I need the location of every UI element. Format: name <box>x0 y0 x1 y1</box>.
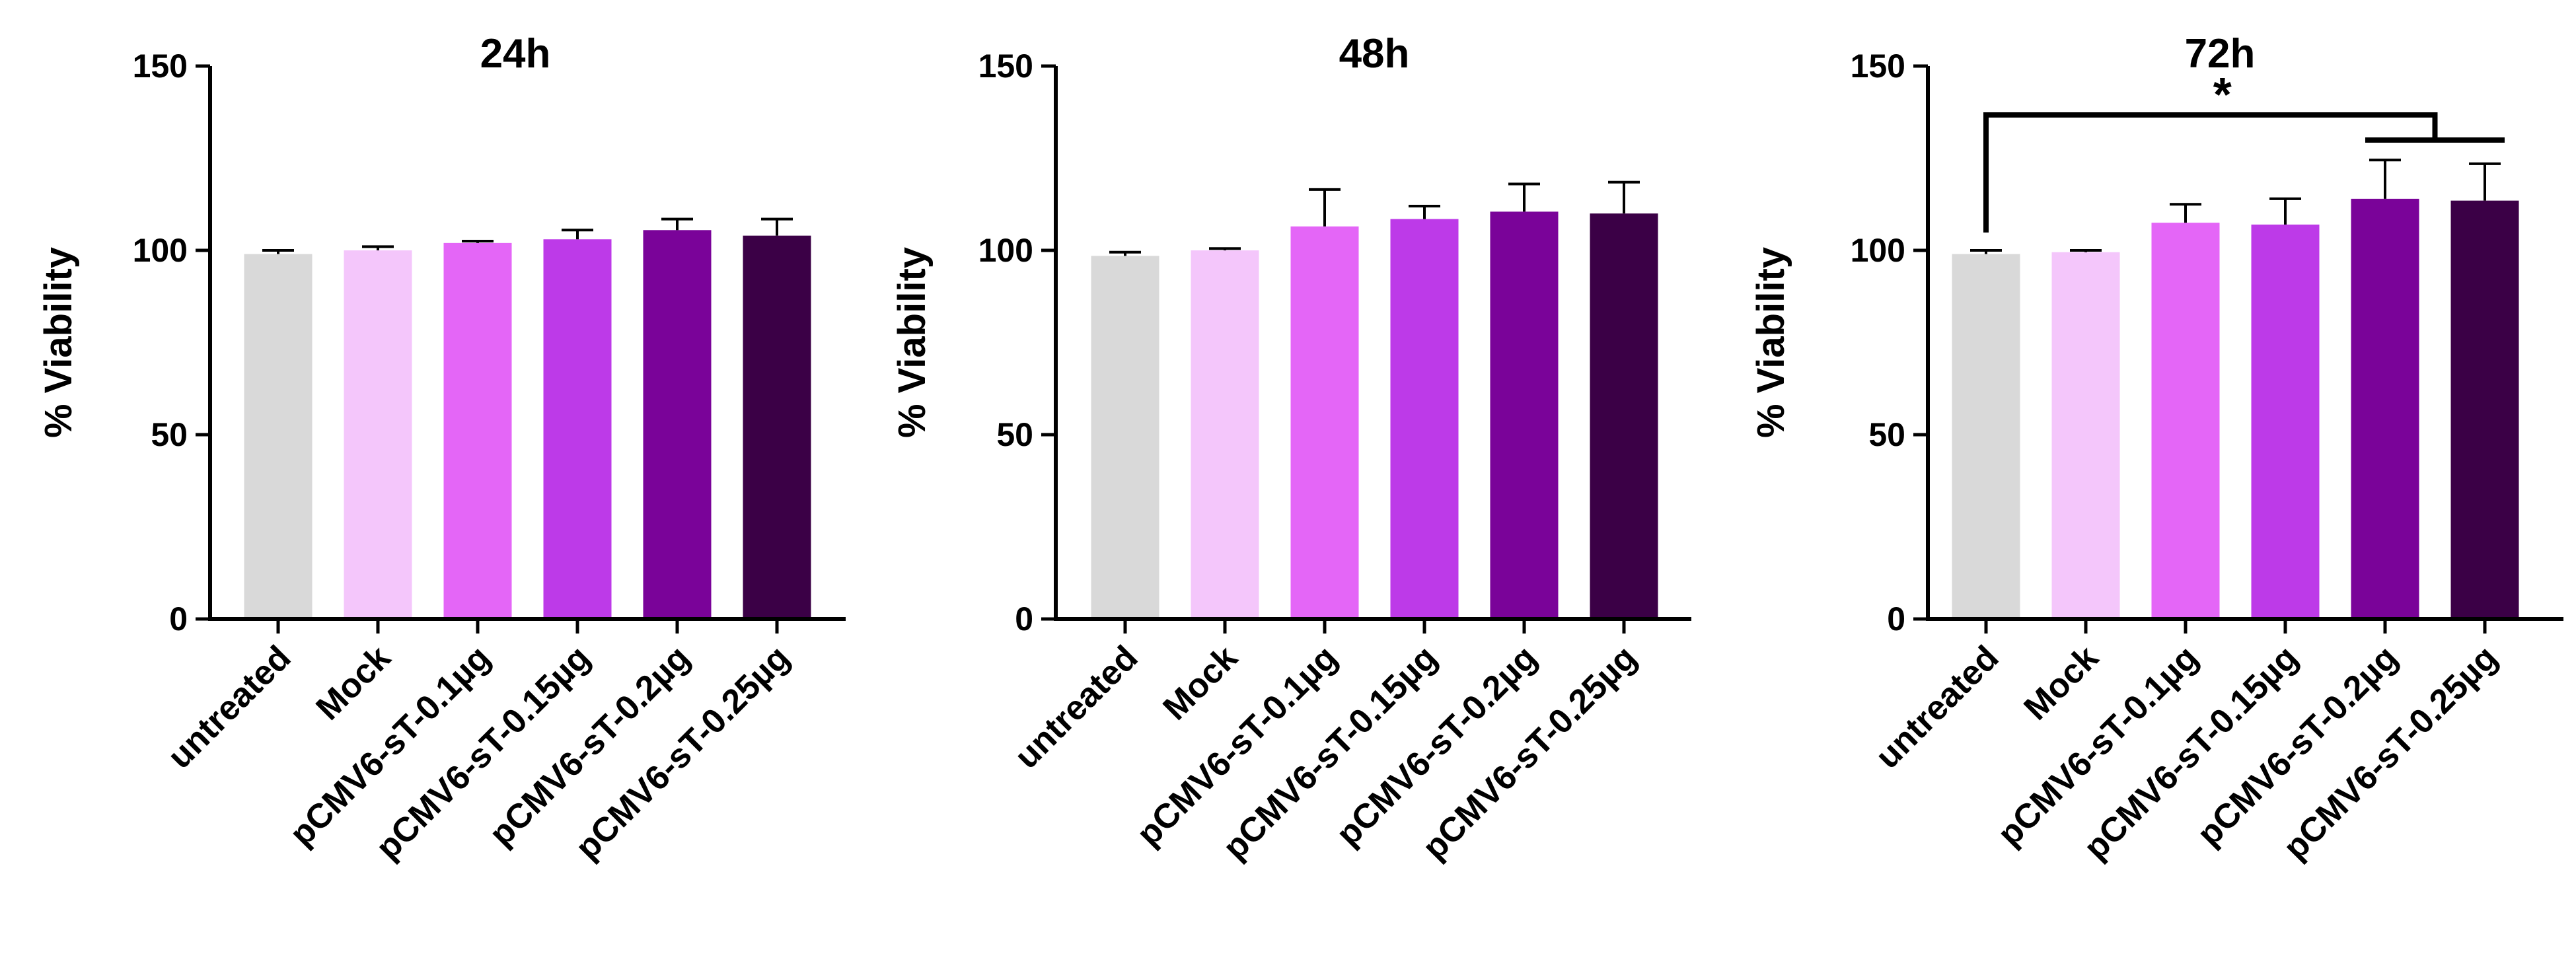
y-tick-label: 100 <box>133 232 188 269</box>
bar <box>2051 252 2120 619</box>
y-axis-label: % Viability <box>891 247 934 438</box>
y-axis-label: % Viability <box>37 247 80 438</box>
bar <box>1490 211 1559 619</box>
x-tick-label: Mock <box>2016 638 2106 727</box>
bar <box>2251 224 2320 619</box>
bar <box>643 230 712 619</box>
y-tick-label: 150 <box>133 48 188 85</box>
y-tick-label: 50 <box>996 416 1033 453</box>
bar <box>344 250 412 619</box>
bar <box>543 239 612 619</box>
bar <box>443 242 512 620</box>
y-tick-label: 150 <box>978 48 1033 85</box>
x-tick-label: untreated <box>161 638 299 776</box>
y-axis-label: % Viability <box>1749 247 1792 438</box>
chart-title: 24h <box>480 31 551 77</box>
y-tick-label: 100 <box>978 232 1033 269</box>
y-tick-label: 0 <box>1887 600 1905 637</box>
x-tick-label: Mock <box>1156 638 1245 727</box>
bar <box>244 254 313 620</box>
x-tick-label: Mock <box>309 638 398 727</box>
y-tick-label: 100 <box>1851 232 1905 269</box>
y-tick-label: 50 <box>151 416 188 453</box>
chart-title: 72h <box>2185 31 2256 77</box>
chart-title: 48h <box>1339 31 1410 77</box>
bar <box>1590 213 1658 619</box>
bar <box>1390 219 1459 619</box>
significance-bracket <box>1983 112 2438 233</box>
significance-marker: * <box>2213 69 2232 122</box>
bar <box>1191 250 1259 619</box>
bar <box>2450 200 2519 619</box>
bar <box>2151 223 2220 619</box>
y-tick-label: 150 <box>1851 48 1905 85</box>
x-tick-label: untreated <box>1868 638 2006 776</box>
bar <box>1091 256 1159 619</box>
bar <box>743 235 811 619</box>
bar <box>1952 254 2020 620</box>
bar <box>2351 198 2419 619</box>
y-tick-label: 0 <box>169 600 188 637</box>
bar <box>1290 226 1359 620</box>
x-tick-label: untreated <box>1008 638 1146 776</box>
y-tick-label: 50 <box>1868 416 1905 453</box>
y-tick-label: 0 <box>1015 600 1033 637</box>
